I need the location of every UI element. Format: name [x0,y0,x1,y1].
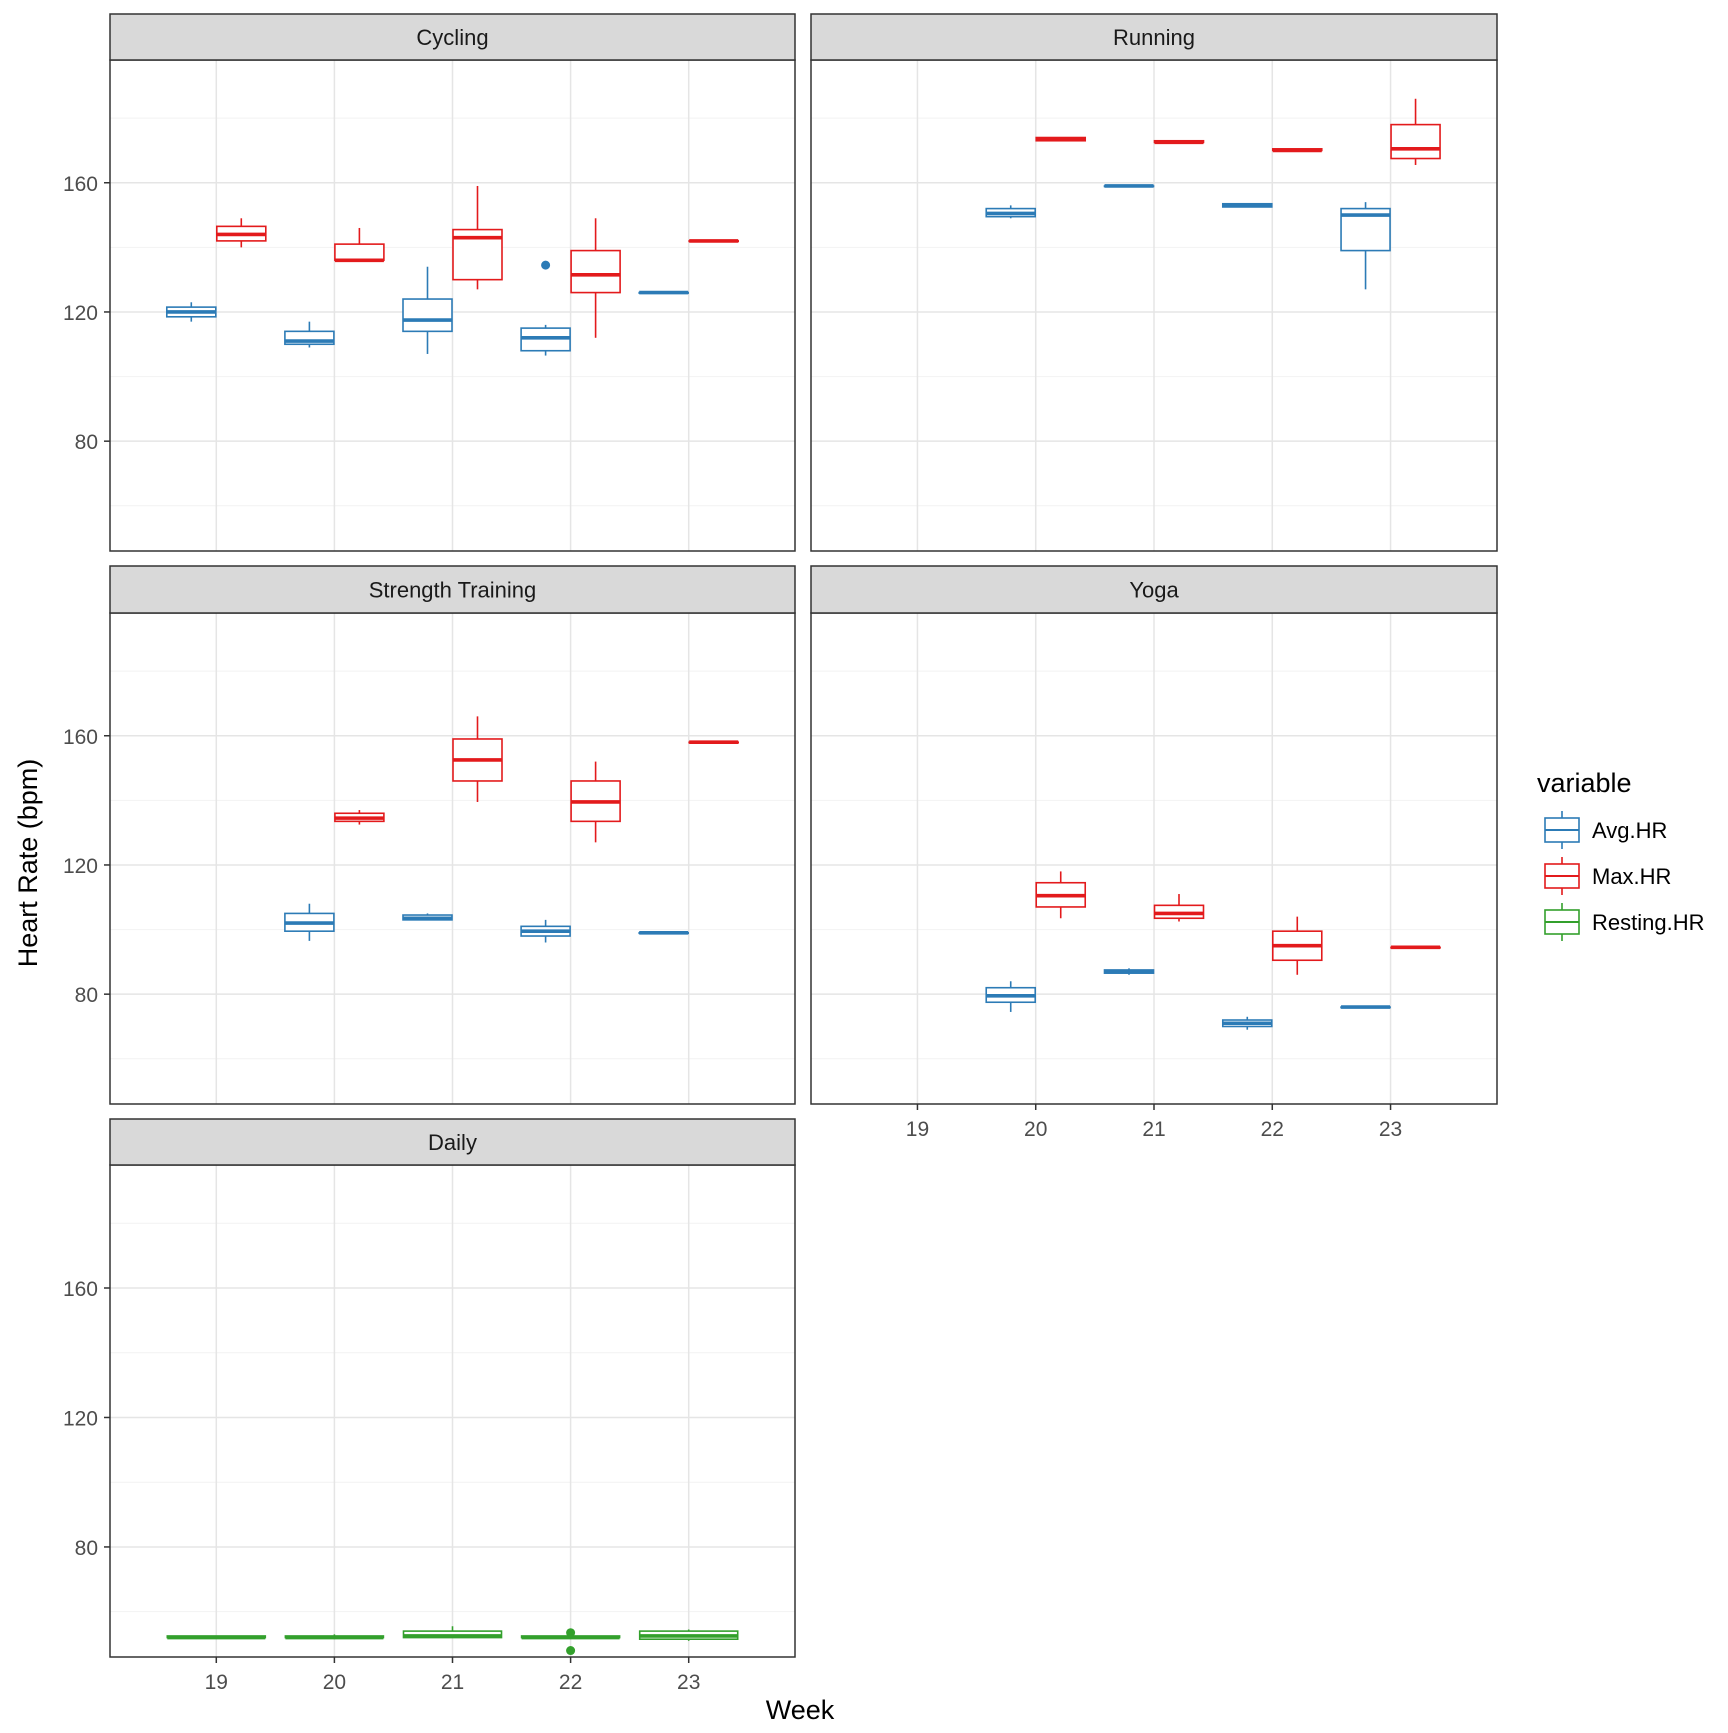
box-resting-hr-week-20 [284,1634,385,1640]
panel-strength-training: Strength Training 80 120 160 [63,565,796,1105]
x-tick-label: 22 [1261,1118,1284,1141]
box-resting-hr-week-22 [520,1628,621,1656]
panels-layer: Cycling 80 120 160 Running Strength Training 8… [63,13,1498,1658]
box-max-hr-week-23 [1390,945,1441,950]
box-avg-hr-week-21 [402,913,453,921]
legend-key-avg-hr: Avg.HR [1544,811,1667,849]
x-tick-label: 20 [323,1671,346,1694]
panel-strip-label: Cycling [416,25,488,50]
x-tick-label: 23 [677,1671,700,1694]
x-tick-label: 19 [906,1118,929,1141]
box-max-hr-week-20 [334,810,385,825]
box-avg-hr-week-23 [638,290,690,295]
box-body [1390,123,1441,160]
x-tick-label: 22 [559,1671,582,1694]
y-tick-label: 120 [63,1407,98,1430]
x-tick-label: 19 [205,1671,228,1694]
panel-yoga: Yoga [810,565,1498,1105]
y-axis-title: Heart Rate (bpm) [13,759,43,968]
box-max-hr-week-20 [334,227,385,263]
box-avg-hr-week-20 [985,981,1037,1012]
box-avg-hr-week-19 [165,302,217,322]
y-tick-label: 120 [63,302,98,325]
box-avg-hr-week-23 [1340,202,1391,290]
box-outlier-point [566,1628,576,1638]
legend-label: Resting.HR [1592,910,1704,935]
legend: variable Avg.HR Max.HR Resting.HR [1537,768,1704,941]
box-max-hr-week-22 [1271,916,1323,975]
box-avg-hr-week-22 [520,919,571,943]
box-body [334,243,385,262]
box-max-hr-week-21 [1153,894,1205,922]
box-max-hr-week-20 [1035,136,1087,142]
box-max-hr-week-22 [570,218,621,338]
box-max-hr-week-22 [570,761,621,843]
x-tick-label: 20 [1024,1118,1047,1141]
box-resting-hr-week-19 [166,1635,267,1640]
box-avg-hr-week-23 [638,930,690,935]
panel-cycling: Cycling 80 120 160 [63,13,796,552]
box-max-hr-week-23 [688,239,740,243]
y-tick-label: 120 [63,855,98,878]
legend-key-resting-hr: Resting.HR [1544,903,1704,941]
panel-daily: Daily 80 120 160 [63,1118,796,1658]
y-tick-label: 160 [63,726,98,749]
x-tick-label: 21 [1142,1118,1165,1141]
legend-label: Max.HR [1592,864,1671,889]
box-avg-hr-week-22 [520,260,571,356]
panel-strip [109,1118,796,1166]
box-body [570,249,621,294]
panel-strip-label: Running [1113,25,1195,50]
panel-running: Running [810,13,1498,552]
y-tick-label: 80 [75,1537,98,1560]
x-axis-title: Week [766,1695,835,1725]
panel-strip [810,13,1498,61]
y-tick-label: 80 [75,984,98,1007]
box-max-hr-week-21 [452,716,503,802]
box-max-hr-week-23 [1390,98,1441,165]
box-max-hr-week-22 [1271,148,1323,153]
box-avg-hr-week-23 [1340,1005,1391,1009]
legend-title: variable [1537,768,1632,798]
legend-keys: Avg.HR Max.HR Resting.HR [1544,811,1704,941]
box-avg-hr-week-20 [284,321,335,348]
panel-strip-label: Yoga [1129,578,1179,603]
legend-label: Avg.HR [1592,818,1667,843]
x-axis-layer: 19 20 21 22 23 19 20 21 22 23 [205,1104,1402,1694]
box-avg-hr-week-22 [1221,1016,1273,1030]
box-max-hr-week-21 [1153,139,1205,145]
box-max-hr-week-19 [215,218,267,248]
box-avg-hr-week-20 [284,903,335,941]
box-outlier-point [566,1646,576,1656]
box-resting-hr-week-23 [638,1629,739,1641]
box-avg-hr-week-22 [1221,202,1273,208]
panel-strip [109,565,796,614]
box-max-hr-week-20 [1035,871,1087,919]
box-avg-hr-week-21 [1103,184,1155,188]
box-max-hr-week-21 [452,185,503,290]
y-tick-label: 160 [63,173,98,196]
x-tick-label: 23 [1379,1118,1402,1141]
panel-strip-label: Strength Training [369,578,537,603]
box-resting-hr-week-21 [402,1626,503,1639]
box-outlier-point [541,260,551,270]
box-body [402,298,453,333]
box-avg-hr-week-21 [1103,968,1155,975]
box-avg-hr-week-21 [402,266,453,354]
panel-strip-label: Daily [428,1130,477,1155]
panel-strip [109,13,796,61]
panel-strip [810,565,1498,614]
box-max-hr-week-23 [688,740,740,745]
y-tick-label: 80 [75,431,98,454]
x-tick-label: 21 [441,1671,464,1694]
y-tick-label: 160 [63,1278,98,1301]
box-avg-hr-week-20 [985,205,1037,219]
legend-key-max-hr: Max.HR [1544,857,1671,895]
